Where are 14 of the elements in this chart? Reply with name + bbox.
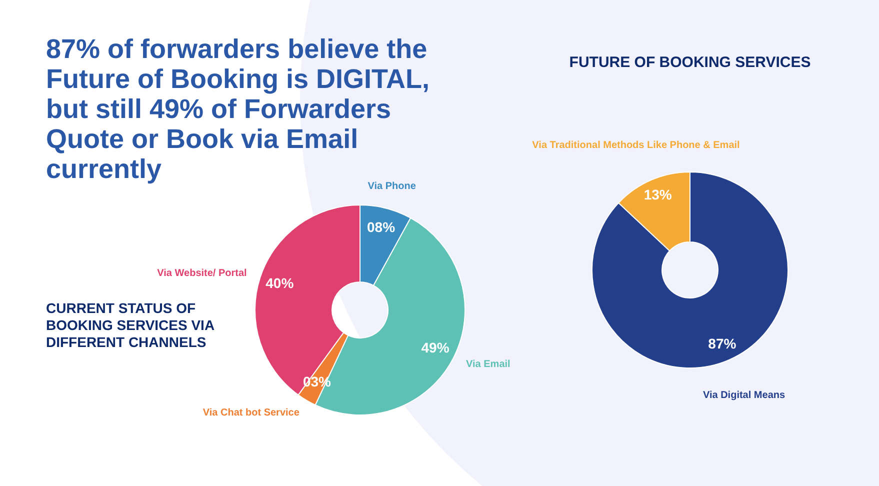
- slice-label: Via Traditional Methods Like Phone & Email: [532, 140, 740, 152]
- slice-label: Via Website/ Portal: [157, 268, 248, 280]
- slice-label: Via Phone: [368, 181, 416, 192]
- data-label: 13%: [644, 186, 672, 203]
- text: CURRENT STATUS OF BOOKING SERVICES VIA DIFFERENT CHANNELS: [46, 300, 216, 351]
- donut-slice: [592, 172, 788, 368]
- data-label: 40%: [266, 274, 294, 291]
- data-label: 49%: [421, 339, 450, 356]
- data-label: 08%: [367, 219, 396, 236]
- slice-label: Via Chat bot Service: [202, 407, 300, 418]
- slice-label: Via Digital Means: [702, 390, 786, 401]
- data-label: 87%: [708, 335, 737, 352]
- slice-label: Via Email: [466, 359, 511, 370]
- chart-title: FUTURE OF BOOKING SERVICES: [569, 54, 811, 71]
